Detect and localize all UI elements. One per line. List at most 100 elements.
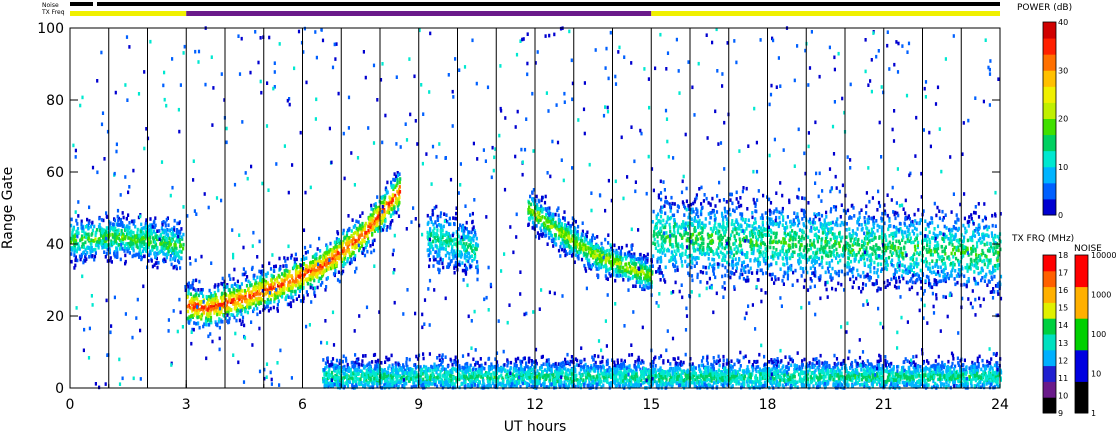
- echo-cell: [584, 243, 587, 248]
- echo-cell: [540, 232, 543, 237]
- echo-cell: [720, 211, 724, 216]
- echo-cell: [136, 231, 139, 235]
- echo-cell: [952, 225, 955, 229]
- echo-cell: [86, 217, 89, 222]
- echo-cell: [279, 287, 282, 292]
- echo-cell: [273, 299, 276, 304]
- echo-cell: [582, 247, 585, 252]
- echo-cell: [344, 262, 347, 266]
- echo-cell: [200, 288, 203, 292]
- echo-cell: [159, 242, 162, 246]
- echo-cell: [277, 273, 280, 278]
- echo-cell: [321, 262, 324, 266]
- echo-cell: [94, 237, 97, 241]
- echo-cell: [100, 218, 103, 222]
- echo-cell: [692, 201, 695, 206]
- echo-cell: [165, 246, 168, 250]
- echo-cell: [690, 274, 694, 278]
- echo-cell: [285, 268, 288, 273]
- echo-cell: [755, 271, 759, 275]
- echo-cell: [576, 237, 579, 242]
- echo-cell: [657, 193, 660, 197]
- echo-cell: [105, 251, 108, 256]
- echo-cell: [113, 218, 117, 223]
- echo-cell: [573, 245, 576, 250]
- echo-cell: [786, 232, 789, 237]
- echo-cell: [470, 254, 474, 258]
- echo-cell: [162, 235, 165, 240]
- echo-cell: [145, 218, 148, 222]
- echo-cell: [122, 241, 125, 245]
- echo-cell: [767, 263, 770, 268]
- echo-cell: [970, 252, 973, 256]
- echo-cell: [709, 234, 712, 239]
- echo-cell: [223, 288, 226, 292]
- echo-cell: [246, 310, 249, 315]
- echo-cell: [81, 237, 84, 241]
- echo-cell: [141, 244, 144, 249]
- echo-cell: [132, 241, 135, 246]
- echo-cell: [898, 268, 901, 272]
- echo-cell: [826, 295, 829, 299]
- echo-cell: [660, 259, 663, 263]
- echo-cell: [733, 247, 736, 251]
- echo-cell: [548, 236, 551, 240]
- echo-cell: [359, 233, 362, 238]
- echo-cell: [664, 200, 667, 204]
- echo-cell: [468, 251, 471, 256]
- echo-cell: [850, 216, 853, 220]
- echo-cell: [870, 258, 873, 263]
- echo-cell: [841, 235, 844, 240]
- echo-cell: [191, 327, 194, 332]
- echo-cell: [191, 313, 194, 318]
- echo-cell: [369, 213, 372, 217]
- txfreq-segment-1: [186, 11, 652, 16]
- echo-cell: [873, 221, 876, 225]
- echo-cell: [446, 231, 449, 236]
- echo-cell: [926, 250, 929, 254]
- echo-cell: [390, 180, 393, 185]
- echo-cell: [468, 256, 471, 260]
- echo-cell: [250, 267, 254, 271]
- echo-cell: [612, 273, 615, 277]
- echo-cell: [712, 268, 715, 273]
- echo-cell: [386, 180, 389, 185]
- echo-cell: [548, 228, 551, 232]
- echo-cell: [630, 270, 633, 274]
- echo-cell: [724, 244, 728, 248]
- echo-cell: [157, 251, 160, 255]
- echo-cell: [287, 280, 290, 285]
- echo-cell: [901, 238, 904, 242]
- echo-cell: [347, 257, 350, 261]
- echo-cell: [973, 229, 976, 233]
- echo-cell: [942, 274, 945, 279]
- echo-cell: [885, 267, 889, 272]
- echo-cell: [381, 219, 384, 223]
- echo-cell: [398, 190, 402, 194]
- echo-cell: [637, 257, 640, 261]
- echo-cell: [235, 305, 238, 309]
- echo-cell: [442, 241, 445, 246]
- echo-cell: [90, 245, 93, 250]
- echo-cell: [199, 314, 202, 319]
- echo-cell: [286, 302, 289, 307]
- echo-cell: [116, 208, 120, 213]
- echo-cell: [747, 218, 750, 222]
- echo-cell: [693, 199, 696, 204]
- echo-cell: [911, 229, 914, 233]
- echo-cell: [377, 205, 380, 210]
- echo-cell: [745, 227, 748, 231]
- echo-cell: [142, 235, 145, 240]
- echo-cell: [808, 255, 811, 260]
- echo-cell: [713, 213, 716, 218]
- echo-cell: [829, 273, 832, 277]
- echo-cell: [579, 238, 582, 243]
- echo-cell: [640, 261, 643, 265]
- echo-cell: [192, 313, 195, 317]
- echo-cell: [626, 266, 629, 271]
- echo-cell: [439, 234, 443, 238]
- echo-cell: [216, 301, 219, 305]
- echo-cell: [527, 216, 531, 221]
- echo-cell: [77, 214, 80, 218]
- echo-cell: [358, 226, 361, 230]
